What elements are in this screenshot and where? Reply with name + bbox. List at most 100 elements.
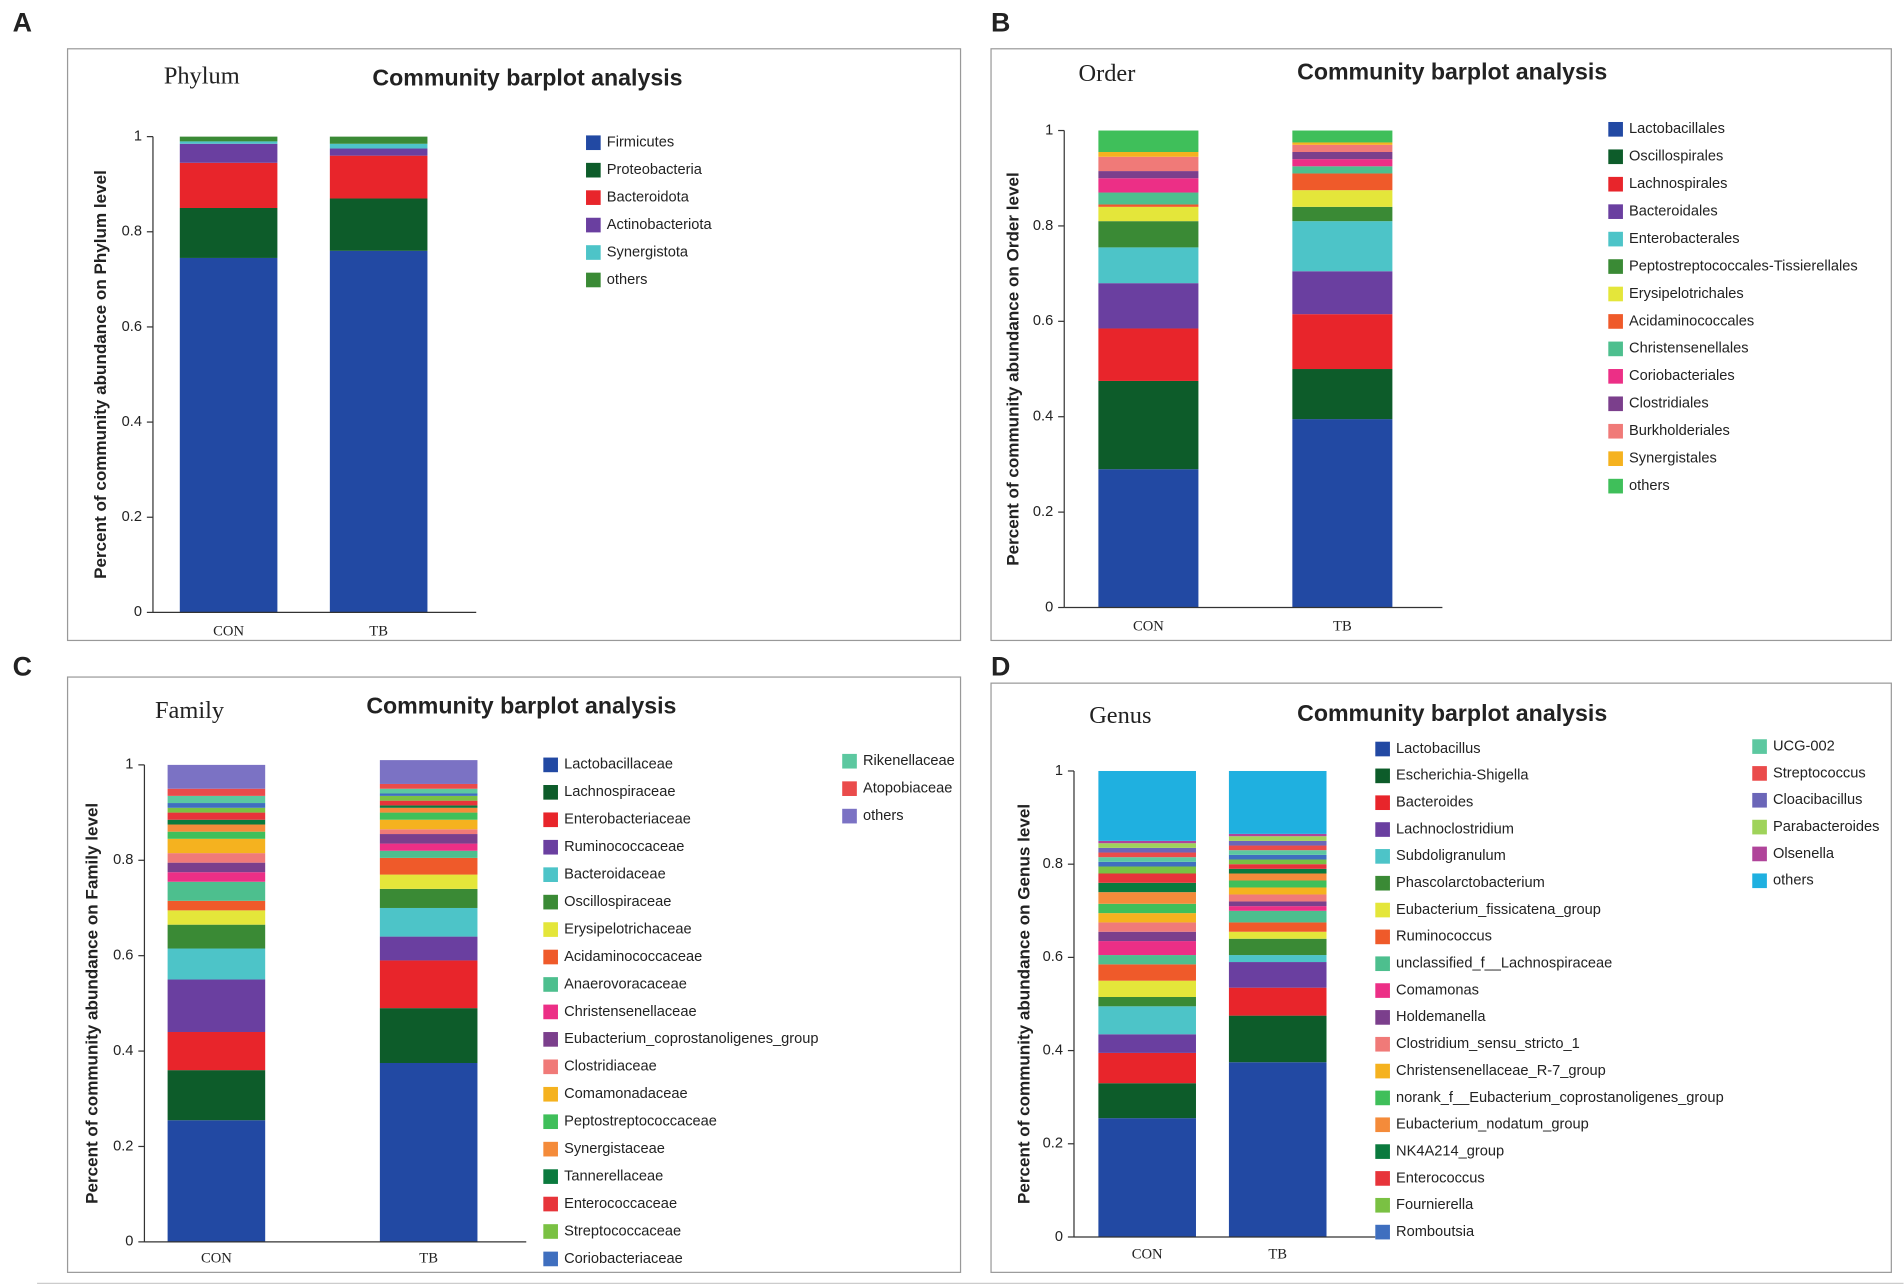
bar-segment bbox=[1292, 166, 1393, 174]
y-tick-label: 0.4 bbox=[122, 414, 142, 430]
legend-label: Bacteroidales bbox=[1629, 204, 1718, 220]
y-axis-label: Percent of community abundance on Family… bbox=[83, 803, 102, 1204]
bar-segment bbox=[379, 874, 478, 889]
bar-segment bbox=[1098, 1118, 1196, 1237]
y-tick-label: 1 bbox=[1055, 763, 1063, 779]
bar-segment bbox=[1228, 850, 1327, 855]
y-axis-label: Percent of community abundance on Order … bbox=[1004, 172, 1023, 565]
legend-label: Lachnospiraceae bbox=[564, 784, 675, 800]
bar-segment bbox=[1098, 852, 1196, 858]
bar-segment bbox=[179, 143, 278, 163]
legend-swatch bbox=[842, 808, 857, 824]
bar-segment bbox=[379, 888, 478, 908]
legend-swatch bbox=[1375, 1010, 1390, 1025]
bar-segment bbox=[1292, 271, 1393, 315]
bar-segment bbox=[1098, 955, 1196, 965]
bar-segment bbox=[379, 807, 478, 813]
legend-swatch bbox=[543, 894, 558, 910]
legend-swatch bbox=[1375, 1171, 1390, 1186]
bar-segment bbox=[1228, 873, 1327, 881]
bar-segment bbox=[167, 900, 266, 911]
legend-swatch bbox=[543, 949, 558, 965]
panel-letter: D bbox=[991, 652, 1010, 682]
legend-swatch bbox=[1375, 1090, 1390, 1106]
level-label: Phylum bbox=[164, 63, 240, 90]
legend-label: Subdoligranulum bbox=[1396, 848, 1506, 864]
bar-segment bbox=[1098, 380, 1199, 470]
bar-segment bbox=[1098, 873, 1196, 883]
legend-swatch bbox=[543, 977, 558, 992]
bar-segment bbox=[1292, 314, 1393, 370]
legend-label: Streptococcus bbox=[1773, 765, 1866, 781]
bar-segment bbox=[167, 1070, 266, 1121]
legend-swatch bbox=[1752, 819, 1767, 835]
bar-segment bbox=[1098, 221, 1199, 248]
legend-label: Coriobacteriaceae bbox=[564, 1251, 683, 1267]
legend-label: Enterobacteriaceae bbox=[564, 812, 691, 828]
legend-label: Oscillospirales bbox=[1629, 149, 1723, 165]
legend-swatch bbox=[1375, 1224, 1390, 1240]
legend-label: Romboutsia bbox=[1396, 1224, 1475, 1240]
bar-segment bbox=[1098, 922, 1196, 932]
bar-segment bbox=[1098, 469, 1199, 608]
legend-swatch bbox=[1375, 741, 1390, 757]
bar-segment bbox=[167, 862, 266, 873]
bar-segment bbox=[1098, 857, 1196, 862]
y-tick-label: 0.8 bbox=[113, 852, 133, 868]
legend-swatch bbox=[1752, 766, 1767, 781]
y-tick-label: 0.8 bbox=[1033, 218, 1053, 234]
bar-segment bbox=[1228, 922, 1327, 932]
legend-label: Eubacterium_coprostanoligenes_group bbox=[564, 1031, 818, 1047]
bar-segment bbox=[1098, 964, 1196, 981]
bar-segment bbox=[167, 1031, 266, 1071]
legend-label: Fournierella bbox=[1396, 1197, 1474, 1213]
chart-title: Community barplot analysis bbox=[366, 693, 676, 719]
legend-label: Actinobacteriota bbox=[607, 217, 713, 233]
bar-segment bbox=[379, 829, 478, 835]
bar-segment bbox=[167, 824, 266, 832]
legend-label: Cloacibacillus bbox=[1773, 792, 1862, 808]
legend-swatch bbox=[1608, 341, 1623, 357]
legend-label: Clostridiales bbox=[1629, 396, 1709, 412]
legend-label: Tannerellaceae bbox=[564, 1168, 663, 1184]
bar-segment bbox=[167, 979, 266, 1032]
legend-label: Coriobacteriales bbox=[1629, 368, 1735, 384]
legend-label: Acidaminococcaceae bbox=[564, 949, 702, 965]
legend-label: Enterococcus bbox=[1396, 1170, 1485, 1186]
bar-segment bbox=[329, 136, 428, 144]
bar-segment bbox=[1098, 941, 1196, 956]
legend-label: Synergistales bbox=[1629, 451, 1717, 467]
bar-segment bbox=[1228, 1015, 1327, 1063]
bar-segment bbox=[1098, 171, 1199, 179]
legend-label: Bacteroides bbox=[1396, 795, 1473, 811]
y-tick-label: 0.2 bbox=[1043, 1136, 1063, 1152]
legend-label: others bbox=[1629, 478, 1670, 494]
bar-segment bbox=[167, 948, 266, 980]
legend-swatch bbox=[586, 272, 601, 288]
level-label: Genus bbox=[1089, 702, 1151, 729]
y-tick-label: 0.8 bbox=[1043, 856, 1063, 872]
legend-swatch bbox=[842, 781, 857, 796]
y-tick-label: 0 bbox=[1045, 599, 1053, 615]
bar-segment bbox=[1292, 419, 1393, 608]
y-tick-label: 0.6 bbox=[1043, 949, 1063, 965]
legend-swatch bbox=[1375, 875, 1390, 891]
legend-swatch bbox=[1375, 956, 1390, 972]
y-tick-label: 0 bbox=[1055, 1229, 1063, 1245]
bar-segment bbox=[1228, 864, 1327, 869]
legend-swatch bbox=[1752, 792, 1767, 808]
legend-swatch bbox=[1375, 983, 1390, 998]
x-tick-label: CON bbox=[1132, 1247, 1163, 1263]
bar-segment bbox=[1228, 987, 1327, 1016]
legend-swatch bbox=[1375, 1063, 1390, 1079]
x-tick-label: CON bbox=[201, 1250, 232, 1266]
legend-swatch bbox=[1608, 478, 1623, 494]
bar-segment bbox=[1098, 204, 1199, 207]
y-tick-label: 0.8 bbox=[122, 224, 142, 240]
legend-label: UCG-002 bbox=[1773, 738, 1835, 754]
legend-label: Peptostreptococcales-Tissierellales bbox=[1629, 258, 1858, 274]
bar-segment bbox=[379, 1062, 478, 1242]
bar-segment bbox=[1098, 156, 1199, 172]
panel-letter: B bbox=[991, 7, 1010, 37]
